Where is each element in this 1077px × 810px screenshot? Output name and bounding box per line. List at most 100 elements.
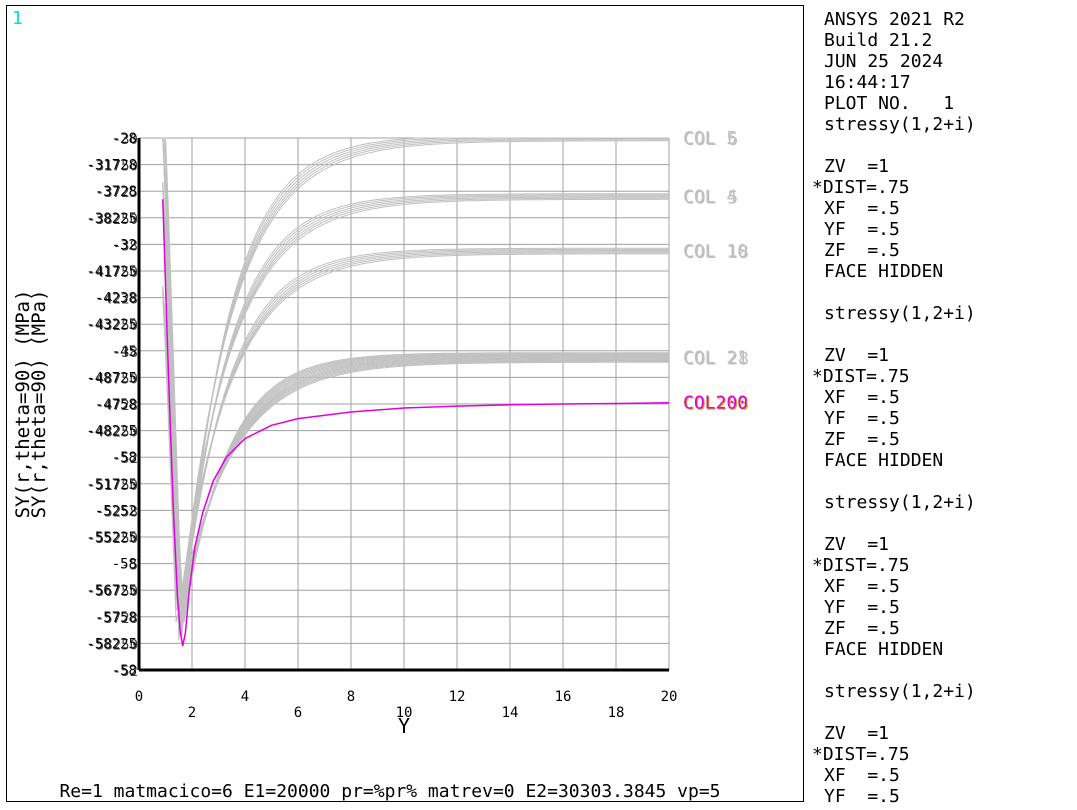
series-line-group-4 <box>162 291 669 621</box>
info-line: PLOT NO. 1 <box>824 93 955 114</box>
series-line-group-4 <box>162 289 669 624</box>
info-line: ZV =1 <box>824 723 890 744</box>
highlight-series-line <box>162 199 670 647</box>
series-line-group-4 <box>162 293 669 622</box>
x-tick-label: 8 <box>347 689 355 705</box>
curve-label: COL 10 <box>683 241 748 262</box>
series-line-group-4 <box>162 286 669 620</box>
info-line: ZF =.5 <box>824 429 900 450</box>
x-tick-label: 12 <box>449 689 466 705</box>
series-line-group-3 <box>162 181 669 604</box>
info-line: stressy(1,2+i) <box>824 681 976 702</box>
y-tick-label: -38225 <box>86 211 137 227</box>
info-line: Build 21.2 <box>824 30 933 51</box>
x-tick-label: 18 <box>608 705 625 721</box>
info-line: *DIST=.75 <box>812 366 910 387</box>
y-tick-label: -52 <box>113 451 138 467</box>
y-tick-label: -4228 <box>96 292 138 308</box>
info-panel: ANSYS 2021 R2 Build 21.2 JUN 25 2024 16:44:… <box>812 9 1072 805</box>
curve-label: COL 5 <box>683 128 737 149</box>
series-line-group-1 <box>162 137 669 627</box>
series-line-group-4 <box>162 295 669 623</box>
y-tick-label: -38 <box>113 345 138 361</box>
y-tick-label: -52 <box>113 664 138 680</box>
axes <box>137 138 669 672</box>
info-line: stressy(1,2+i) <box>824 114 976 135</box>
info-line: ZF =.5 <box>824 618 900 639</box>
y-tick-label: -4728 <box>96 398 138 414</box>
window-number: 1 <box>12 8 23 29</box>
info-line: FACE HIDDEN <box>824 450 944 471</box>
y-axis-label: SY(r,theta=90) (MPa) <box>28 290 50 519</box>
info-line: FACE HIDDEN <box>824 261 944 282</box>
info-blank-line <box>812 135 1072 156</box>
y-tick-label: -48225 <box>86 424 137 440</box>
stress-chart: 0 2 4 6 8 10 12 14 16 18 20 -28-30 -31728-31750 -3728… <box>12 128 749 802</box>
y-tick-label: -5758 <box>95 610 137 626</box>
x-tick-label: 16 <box>555 689 572 705</box>
series-line-group-3 <box>162 187 669 610</box>
y-axis-label: SY(r,theta=90) (MPa) <box>12 290 34 519</box>
y-tick-label: -58225 <box>86 636 137 652</box>
y-tick-label: -3725 <box>96 185 138 201</box>
x-tick-label: 10 <box>396 705 413 721</box>
info-blank-line <box>812 702 1072 723</box>
y-tick-label: -31750 <box>87 159 138 175</box>
series-line-group-1 <box>162 137 669 629</box>
info-line: XF =.5 <box>824 765 900 786</box>
y-tick-label: -41725 <box>86 264 137 280</box>
y-tick-label: -55225 <box>86 530 137 546</box>
info-line: stressy(1,2+i) <box>824 303 976 324</box>
y-tick-label: -43250 <box>87 318 138 334</box>
curve-label: COL 28 <box>684 348 749 369</box>
info-blank-line <box>812 282 1072 303</box>
info-line: YF =.5 <box>824 219 900 240</box>
series-line-group-4 <box>162 292 669 621</box>
x-tick-label: 6 <box>294 705 302 721</box>
series-line-group-4 <box>162 294 669 618</box>
info-line: 16:44:17 <box>824 72 911 93</box>
x-axis-label: Y <box>398 714 410 738</box>
y-tick-label: -4758 <box>95 397 137 413</box>
series-line-group-2 <box>162 137 669 617</box>
info-blank-line <box>812 513 1072 534</box>
y-tick-label: -55250 <box>87 531 138 547</box>
series-line-group-2 <box>162 137 669 628</box>
y-tick-label: -58250 <box>87 637 138 653</box>
y-tick-label: -58 <box>112 557 137 573</box>
y-tick-label: -51725 <box>86 477 137 493</box>
info-line: ANSYS 2021 R2 <box>824 9 965 30</box>
info-line: *DIST=.75 <box>812 744 910 765</box>
y-tick-label: -31728 <box>86 158 137 174</box>
y-tick-label: -28 <box>112 131 137 147</box>
x-tick-label: 4 <box>241 689 249 705</box>
curve-label: COL 21 <box>683 347 748 368</box>
series-line-group-4 <box>162 289 669 626</box>
curve-label: COL 18 <box>684 242 749 263</box>
info-line: ZF =.5 <box>824 240 900 261</box>
series-line-group-4 <box>162 292 669 626</box>
y-tick-label: -38 <box>113 238 138 254</box>
info-line: YF =.5 <box>824 786 900 805</box>
series-line-group-2 <box>162 137 669 624</box>
y-tick-label: -43225 <box>86 317 137 333</box>
y-tick-label: -4238 <box>95 291 137 307</box>
series-line-group-3 <box>162 185 669 610</box>
footer-parameters: Re=1 matmacico=6 E1=20000 pr=%pr% matrev… <box>59 781 720 802</box>
info-blank-line <box>812 471 1072 492</box>
y-tick-label: -58 <box>112 663 137 679</box>
info-line: *DIST=.75 <box>812 177 910 198</box>
y-tick-label: -56750 <box>87 584 138 600</box>
y-tick-label: -48250 <box>87 425 138 441</box>
y-tick-label: -5258 <box>96 504 138 520</box>
info-line: JUN 25 2024 <box>824 51 944 72</box>
x-tick-label: 0 <box>135 689 143 705</box>
info-line: FACE HIDDEN <box>824 639 944 660</box>
info-line: XF =.5 <box>824 387 900 408</box>
highlight-curve-label-overlay: COL208 <box>684 394 749 415</box>
series-line-group-3 <box>162 186 669 620</box>
y-tick-label: -3728 <box>95 184 137 200</box>
series-line-group-1 <box>162 137 669 621</box>
